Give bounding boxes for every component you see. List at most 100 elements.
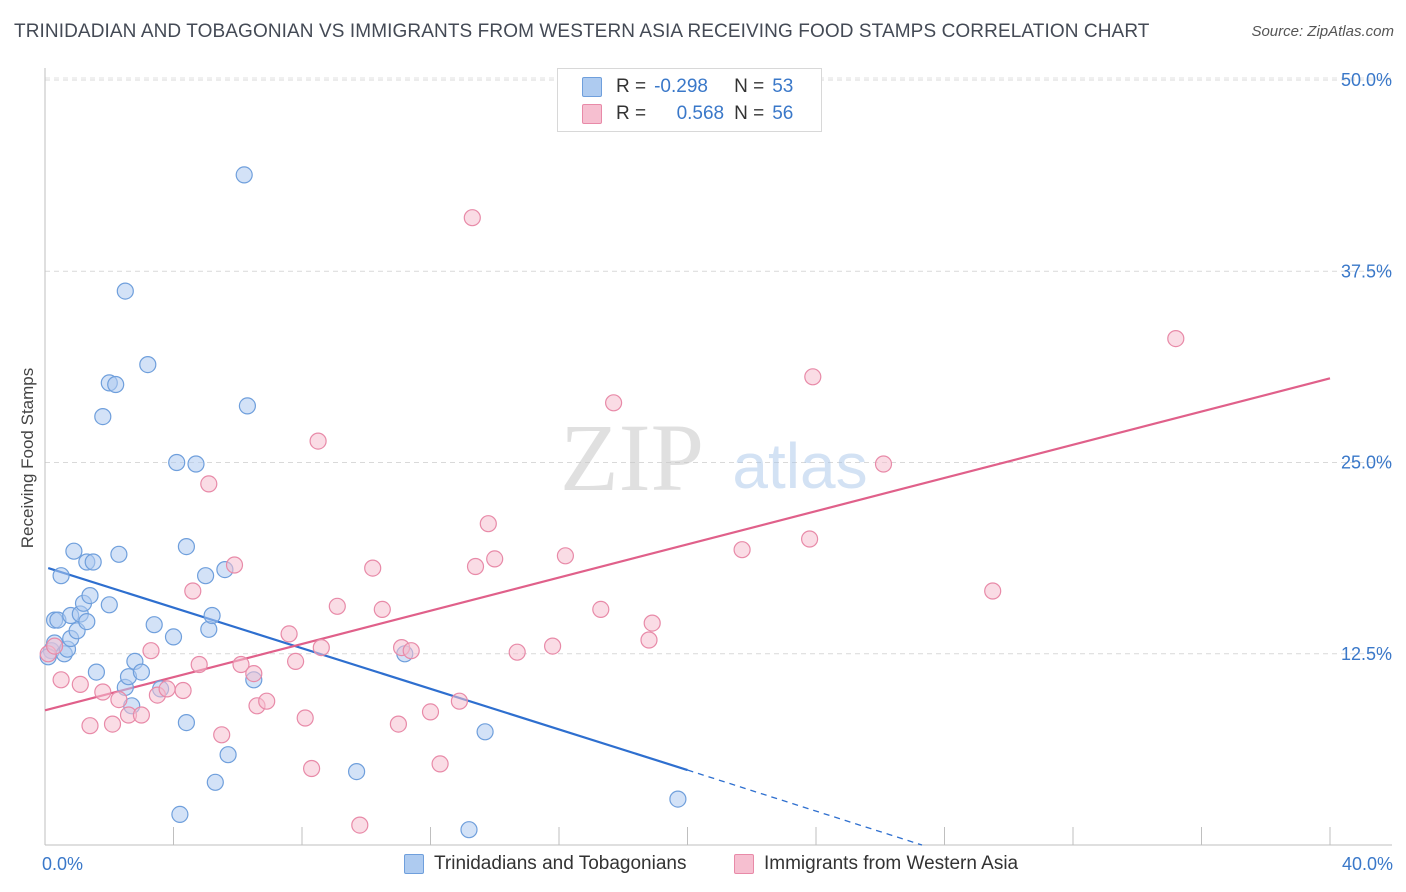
point-western-asia xyxy=(984,582,1002,600)
point-western-asia xyxy=(184,582,202,600)
bottom-legend-swatch-pink xyxy=(734,854,754,874)
axes xyxy=(44,68,1392,846)
point-western-asia xyxy=(431,755,449,773)
point-western-asia xyxy=(466,557,485,576)
x-tick-label: 0.0% xyxy=(42,854,83,874)
point-western-asia xyxy=(643,614,661,632)
point-trinidadians xyxy=(132,663,150,681)
point-trinidadians xyxy=(94,408,112,426)
correlation-legend: R = -0.298 N = 53 R = 0.568 N = 56 xyxy=(557,68,822,132)
point-trinidadians xyxy=(164,628,183,646)
point-trinidadians xyxy=(110,545,128,563)
point-western-asia xyxy=(874,455,893,473)
y-tick-label: 37.5% xyxy=(1341,261,1392,281)
point-western-asia xyxy=(733,541,751,559)
point-trinidadians xyxy=(460,821,478,839)
legend-swatch-blue xyxy=(582,77,602,97)
point-trinidadians xyxy=(476,723,494,741)
bottom-legend-item-pink: Immigrants from Western Asia xyxy=(734,852,1018,876)
y-axis-label: Receiving Food Stamps xyxy=(18,368,37,548)
point-trinidadians xyxy=(139,356,157,374)
point-western-asia xyxy=(103,715,122,733)
point-western-asia xyxy=(592,600,610,619)
point-trinidadians xyxy=(107,375,125,394)
trend-line-trinidadians-extension xyxy=(687,769,923,846)
legend-row-pink: R = 0.568 N = 56 xyxy=(582,102,793,126)
point-western-asia xyxy=(463,209,481,227)
point-western-asia xyxy=(800,530,819,548)
point-trinidadians xyxy=(238,397,256,415)
point-trinidadians xyxy=(348,762,366,781)
point-western-asia xyxy=(45,637,64,655)
point-western-asia xyxy=(200,475,218,493)
y-tick-label: 50.0% xyxy=(1341,70,1392,90)
point-western-asia xyxy=(402,642,420,660)
point-western-asia xyxy=(213,726,231,744)
point-trinidadians xyxy=(187,455,205,473)
point-western-asia xyxy=(81,717,99,735)
point-western-asia xyxy=(52,671,70,689)
point-trinidadians xyxy=(145,616,163,634)
point-trinidadians xyxy=(219,746,237,764)
point-western-asia xyxy=(479,515,497,533)
point-western-asia xyxy=(94,683,112,701)
bottom-legend-item-blue: Trinidadians and Tobagonians xyxy=(404,852,686,876)
point-western-asia xyxy=(287,652,305,671)
point-western-asia xyxy=(71,675,89,694)
legend-r-label: R = xyxy=(616,76,647,97)
point-western-asia xyxy=(225,556,244,574)
trend-line-western-asia xyxy=(44,377,1331,712)
point-trinidadians xyxy=(197,567,215,585)
source-label: Source: ZipAtlas.com xyxy=(1251,23,1394,40)
point-trinidadians xyxy=(116,282,134,300)
point-western-asia xyxy=(142,642,160,660)
point-western-asia xyxy=(132,706,150,724)
legend-row-blue: R = -0.298 N = 53 xyxy=(582,75,793,99)
chart-title: TRINIDADIAN AND TOBAGONIAN VS IMMIGRANTS… xyxy=(14,21,1150,42)
bottom-legend-swatch-blue xyxy=(404,854,424,874)
x-tick-label: 40.0% xyxy=(1342,854,1393,874)
y-tick-label: 12.5% xyxy=(1341,644,1392,664)
legend-r-label: R = xyxy=(616,103,647,124)
point-western-asia xyxy=(174,681,192,700)
point-western-asia xyxy=(280,625,298,643)
point-trinidadians xyxy=(203,606,221,625)
legend-swatch-pink xyxy=(582,104,602,124)
point-western-asia xyxy=(309,432,327,450)
point-western-asia xyxy=(450,692,468,710)
legend-n-value: 53 xyxy=(772,76,794,97)
point-trinidadians xyxy=(84,553,102,571)
point-western-asia xyxy=(110,690,128,709)
point-western-asia xyxy=(508,643,526,661)
watermark-atlas: atlas xyxy=(732,430,867,502)
point-trinidadians xyxy=(65,542,83,560)
point-trinidadians xyxy=(81,586,99,605)
point-western-asia xyxy=(328,597,346,615)
point-western-asia xyxy=(158,680,176,698)
point-trinidadians xyxy=(78,612,96,631)
trend-lines xyxy=(44,377,1331,846)
point-western-asia xyxy=(640,631,658,649)
watermark-zip: ZIP xyxy=(560,404,704,511)
point-trinidadians xyxy=(206,773,224,791)
point-trinidadians xyxy=(171,805,189,824)
point-western-asia xyxy=(312,638,330,657)
point-western-asia xyxy=(351,816,369,834)
bottom-legend-label: Immigrants from Western Asia xyxy=(764,853,1019,874)
y-tick-label: 25.0% xyxy=(1341,453,1392,473)
point-western-asia xyxy=(303,759,321,778)
point-western-asia xyxy=(258,692,276,710)
point-western-asia xyxy=(373,600,391,619)
point-western-asia xyxy=(245,664,263,683)
point-western-asia xyxy=(296,709,314,727)
point-western-asia xyxy=(364,559,382,577)
point-western-asia xyxy=(804,368,822,386)
point-western-asia xyxy=(556,547,575,565)
point-trinidadians xyxy=(669,790,687,808)
point-western-asia xyxy=(1167,330,1185,348)
point-trinidadians xyxy=(100,596,118,614)
point-western-asia xyxy=(543,637,562,655)
tick-labels: 12.5% 25.0% 37.5% 50.0% 0.0% 40.0% xyxy=(42,70,1393,874)
point-trinidadians xyxy=(52,567,70,585)
